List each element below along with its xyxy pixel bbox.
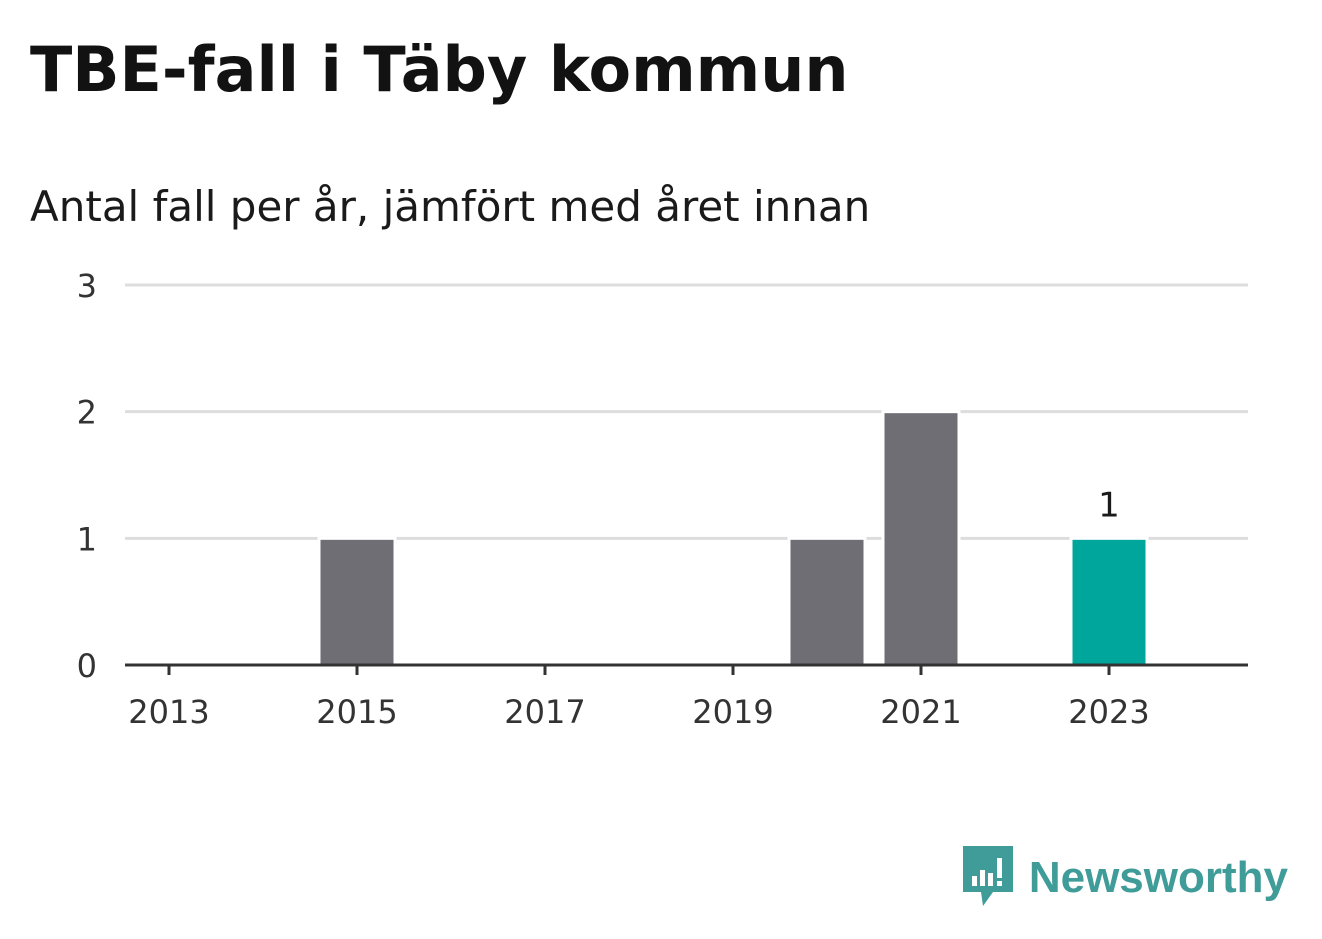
bar-2015 bbox=[317, 536, 397, 667]
data-label-2023: 1 bbox=[1098, 485, 1120, 525]
x-tick-label-2017: 2017 bbox=[504, 693, 585, 731]
chart-title: TBE-fall i Täby kommun bbox=[30, 33, 849, 106]
y-tick-label-3: 3 bbox=[77, 267, 97, 305]
newsworthy-speech-bubble-bars-icon bbox=[962, 846, 1013, 906]
logo-text: Newsworthy bbox=[1028, 853, 1288, 902]
x-tick-label-2015: 2015 bbox=[316, 693, 397, 731]
axes bbox=[125, 663, 1248, 675]
y-tick-label-1: 1 bbox=[77, 520, 97, 558]
y-tick-label-2: 2 bbox=[77, 394, 97, 432]
x-tick-label-2019: 2019 bbox=[692, 693, 773, 731]
gridlines bbox=[125, 283, 1248, 540]
bar-2021 bbox=[881, 410, 961, 667]
bar-2023 bbox=[1069, 536, 1149, 667]
labels: 0 1 2 3 2013 2015 2017 2019 2021 2023 1 bbox=[77, 267, 1150, 731]
bar-chart: 0 1 2 3 2013 2015 2017 2019 2021 2023 1 bbox=[77, 267, 1248, 731]
y-tick-label-0: 0 bbox=[77, 647, 97, 685]
x-tick-label-2021: 2021 bbox=[880, 693, 961, 731]
x-tick-label-2013: 2013 bbox=[128, 693, 209, 731]
bars bbox=[317, 410, 1149, 667]
bar-2020 bbox=[787, 536, 867, 667]
chart-subtitle: Antal fall per år, jämfört med året inna… bbox=[30, 182, 871, 231]
x-tick-label-2023: 2023 bbox=[1068, 693, 1149, 731]
newsworthy-logo: Newsworthy bbox=[962, 846, 1288, 910]
